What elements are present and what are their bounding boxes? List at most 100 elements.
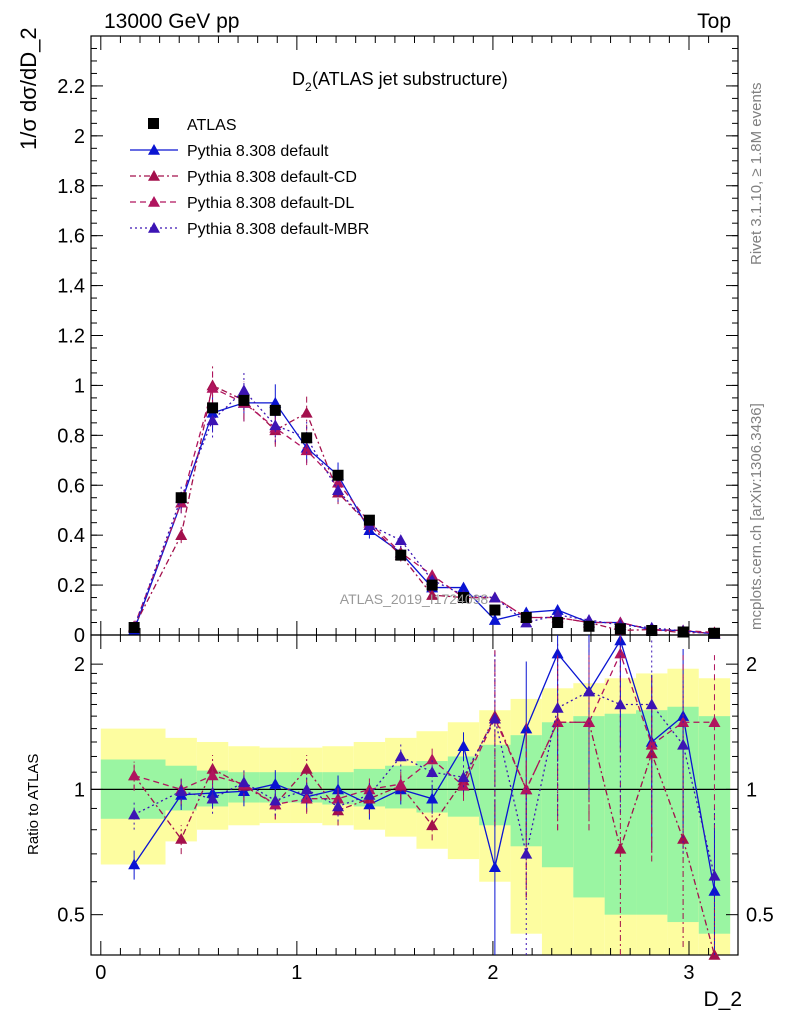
ratio-point [426, 819, 439, 831]
legend-label: Pythia 8.308 default-DL [187, 195, 354, 212]
ratio-panel: 0.5 0.5 1 1 2 2 0 1 2 3 [57, 634, 774, 984]
ratio-y-tick-label: 0.5 [57, 905, 85, 927]
ratio-point [332, 800, 345, 812]
data-point [332, 484, 345, 496]
atlas-point [395, 549, 407, 561]
y-tick-label: 1.4 [57, 276, 85, 298]
ratio-y-label: Ratio to ATLAS [25, 754, 42, 855]
atlas-point [363, 514, 375, 526]
ratio-point [206, 792, 219, 804]
atlas-point [677, 626, 689, 638]
main-title-sub: 2 [305, 80, 312, 94]
ratio-point [128, 858, 141, 870]
ratio-point [175, 833, 188, 844]
data-point [206, 381, 219, 393]
legend-label: Pythia 8.308 default-CD [187, 169, 357, 186]
ratio-point [457, 779, 470, 791]
ratio-point [488, 712, 501, 724]
atlas-point [426, 579, 438, 591]
y-tick-label: 0.4 [57, 525, 85, 547]
data-point [457, 581, 470, 593]
legend-marker [148, 222, 160, 233]
ratio-point [645, 747, 658, 759]
legend-marker [148, 144, 160, 155]
ratio-point [269, 794, 282, 806]
data-point [300, 406, 313, 418]
atlas-point [458, 592, 470, 604]
ratio-point [128, 769, 141, 781]
atlas-point [332, 469, 344, 481]
ratio-point [426, 753, 439, 765]
ratio-point [175, 785, 188, 797]
ratio-point [551, 716, 564, 728]
analysis-watermark: ATLAS_2019_I1724098 [340, 591, 489, 607]
atlas-point [583, 620, 595, 632]
data-point [206, 414, 219, 426]
legend-label: Pythia 8.308 default [187, 143, 329, 160]
ratio-point [426, 766, 439, 777]
ratio-point [457, 771, 470, 782]
x-tick-label: 3 [683, 962, 694, 984]
legend-marker-atlas [148, 118, 159, 129]
data-point [237, 384, 250, 396]
ratio-point [363, 788, 376, 800]
ratio-point [457, 740, 470, 752]
y-tick-label: 1.8 [57, 176, 85, 198]
ratio-point [237, 776, 250, 788]
main-title-d: D [292, 69, 305, 89]
x-axis-label: D_2 [703, 988, 742, 1011]
x-tick-label: 0 [95, 962, 106, 984]
rivet-credit: Rivet 3.1.10, ≥ 1.8M events [748, 83, 765, 266]
ratio-point [614, 842, 627, 854]
ratio-point [677, 833, 690, 844]
legend: ATLAS Pythia 8.308 default Pythia 8.308 de… [130, 117, 369, 238]
ratio-point [128, 808, 141, 820]
main-title: D 2 (ATLAS jet substructure) [292, 69, 508, 94]
ratio-point [708, 869, 721, 881]
mcplots-credit: mcplots.cern.ch [arXiv:1306.3436] [748, 403, 765, 630]
y-tick-label: 2.2 [57, 76, 85, 98]
ratio-point [300, 783, 313, 795]
ratio-point [394, 750, 407, 762]
ratio-y-tick-label-right: 0.5 [746, 905, 774, 927]
data-point [488, 591, 501, 603]
atlas-point [301, 432, 313, 444]
data-point [300, 444, 313, 456]
ratio-y-tick-label-right: 1 [746, 779, 757, 801]
ratio-point [269, 778, 282, 789]
y-tick-label: 0 [74, 625, 85, 647]
ratio-point [520, 847, 533, 859]
ratio-point [582, 716, 595, 728]
ratio-series-3 [128, 635, 721, 955]
ratio-point [645, 738, 658, 750]
y-tick-label: 0.8 [57, 425, 85, 447]
ratio-point [332, 792, 345, 804]
ratio-point [614, 698, 627, 710]
main-panel: 0 0.2 0.4 0.6 0.8 1 1.2 1.4 1.6 1.8 2 2.2 [57, 35, 739, 647]
legend-marker [148, 196, 160, 207]
ratio-point [708, 716, 721, 728]
atlas-point [646, 625, 658, 637]
ratio-y-tick-label: 1 [74, 779, 85, 801]
y-tick-label: 1.6 [57, 226, 85, 248]
ratio-point [614, 647, 627, 659]
atlas-point [520, 612, 532, 624]
ratio-y-tick-label: 2 [74, 654, 85, 676]
ratio-point [426, 792, 439, 804]
legend-label: Pythia 8.308 default-MBR [187, 221, 369, 238]
series-atlas [128, 394, 720, 639]
ratio-y-tick-label-right: 2 [746, 654, 757, 676]
data-point [175, 529, 188, 540]
ratio-point [488, 861, 501, 873]
x-tick-label: 2 [487, 962, 498, 984]
data-point [269, 419, 282, 431]
y-tick-label: 2 [74, 126, 85, 148]
atlas-point [128, 622, 140, 634]
ratio-point [300, 762, 313, 774]
main-y-label-text: 1/σ dσ/dD_2 [16, 27, 41, 150]
atlas-point [552, 617, 564, 629]
ratio-point [677, 738, 690, 750]
main-y-label: 1/σ dσ/dD_2 [16, 27, 41, 150]
atlas-point [708, 627, 720, 639]
legend-label: ATLAS [187, 117, 237, 134]
